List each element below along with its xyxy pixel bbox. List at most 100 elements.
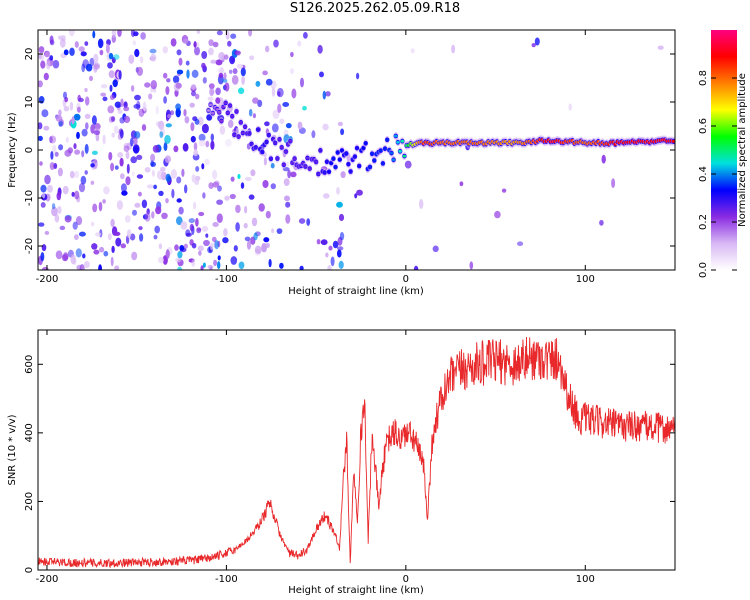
spectrogram-blob: [208, 47, 214, 56]
spectrogram-blob: [233, 245, 238, 252]
spectrogram-blob: [52, 144, 57, 153]
spectrogram-blob: [123, 115, 131, 123]
spectrogram-blob: [217, 261, 221, 270]
ridge-core: [206, 109, 211, 112]
ridge-core: [243, 125, 247, 129]
spectrogram-blob: [67, 147, 74, 154]
spectrogram-blob: [223, 54, 229, 60]
spectrogram-blob: [39, 161, 43, 166]
spectrogram-blob: [201, 225, 209, 232]
spectrogram-x-axis: -200 -100 0 100: [36, 30, 595, 285]
ridge-core: [273, 141, 278, 145]
spectrogram-blob: [90, 163, 95, 168]
spectrogram-blob: [44, 174, 51, 185]
spectrogram-blob: [130, 156, 137, 164]
ridge-core: [353, 155, 357, 159]
spectrogram-blob: [419, 199, 424, 209]
spectrogram-blob: [177, 266, 183, 270]
spectrogram-blob: [176, 49, 182, 56]
spectrogram-blob: [165, 86, 170, 95]
spectrogram-blob: [249, 55, 255, 61]
spectrogram-blob: [271, 123, 279, 133]
spectrogram-blob: [248, 30, 253, 37]
spectrogram-blob: [119, 117, 125, 124]
spectrogram-blob: [268, 258, 272, 268]
ridge-core: [355, 146, 359, 150]
spectrogram-blob: [216, 30, 223, 36]
spectrogram-blob: [150, 53, 157, 62]
ridge-core: [277, 138, 282, 141]
spectrogram-blob: [58, 109, 62, 117]
ridge-core: [370, 152, 374, 156]
spectrogram-blob: [120, 243, 127, 249]
spectrogram-blob: [179, 245, 185, 251]
spectrogram-blob: [178, 57, 183, 66]
spectrogram-blob: [69, 101, 74, 111]
spectrogram-blob: [91, 115, 97, 125]
spectrogram-blob: [114, 265, 120, 270]
spectrogram-blob: [129, 233, 136, 241]
spectrogram-blob: [568, 103, 572, 111]
spectrogram-blob: [198, 250, 202, 256]
colorbar-ticks: 0.0 0.2 0.4 0.6 0.8: [698, 70, 737, 278]
spectrogram-blob: [120, 173, 125, 180]
ridge-core: [325, 160, 329, 164]
spectrogram-blob: [85, 122, 89, 130]
spectrogram-blob: [131, 251, 138, 261]
spectrogram-blob: [194, 179, 200, 185]
spectrogram-blob: [325, 91, 331, 97]
spectrogram-blob: [215, 59, 223, 66]
spectrogram-blob: [111, 132, 115, 138]
spectrogram-blob: [141, 124, 147, 131]
spectrogram-blob: [103, 186, 110, 195]
spectrogram-blob: [254, 245, 262, 254]
ridge-core: [335, 151, 340, 154]
spectrogram-blob: [212, 181, 220, 188]
spectrogram-blob: [120, 98, 124, 108]
spectrogram-blob: [133, 136, 138, 146]
ridge-core: [340, 149, 344, 152]
spectrogram-blob: [138, 108, 145, 117]
ridge-core: [241, 131, 245, 135]
ridge-core: [316, 172, 321, 176]
ridge-core: [284, 150, 288, 154]
spectrogram-blob: [172, 75, 180, 84]
spectrogram-blob: [201, 51, 208, 59]
spectrogram-blob: [230, 256, 238, 265]
spectrogram-blob: [206, 114, 213, 121]
spectrogram-blob: [41, 192, 46, 199]
spectrogram-blob: [58, 144, 64, 151]
spectrogram-blob: [195, 175, 201, 181]
ridge-core: [236, 135, 241, 139]
spectrogram-blob: [171, 188, 175, 199]
spectrogram-blob: [224, 195, 230, 201]
spectrogram-blob: [208, 39, 214, 47]
spectrogram-blob: [248, 108, 253, 117]
spectrogram-blob: [170, 38, 177, 47]
spectrogram-blob: [336, 187, 340, 195]
ridge-core: [303, 165, 308, 168]
ridge-core: [267, 133, 271, 137]
spectrogram-blob: [155, 206, 162, 215]
spectrogram-blob: [98, 264, 102, 270]
spectrogram-blob: [311, 130, 316, 139]
ridge-core: [400, 139, 405, 143]
spectrogram-blob: [263, 237, 270, 243]
spectrogram-blob: [165, 249, 170, 259]
spectrogram-blob: [137, 191, 142, 197]
snr-line: [38, 336, 675, 569]
ridge-core: [671, 139, 675, 143]
spectrogram-blob: [80, 264, 85, 270]
y-tick-label: 200: [24, 492, 35, 511]
spectrogram-blob: [40, 202, 46, 208]
ridge-core: [226, 111, 230, 115]
spectrogram-blob: [183, 38, 189, 44]
spectrogram-blob: [271, 228, 275, 234]
spectrogram-blob: [153, 234, 158, 240]
spectrogram-blob: [276, 228, 283, 235]
spectrogram-blob: [77, 106, 81, 113]
spectrogram-blob: [302, 105, 307, 111]
spectrogram-blob: [76, 131, 80, 139]
spectrogram-blob: [190, 135, 196, 143]
